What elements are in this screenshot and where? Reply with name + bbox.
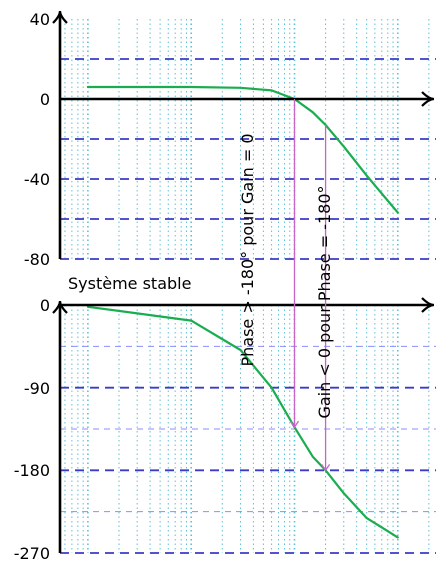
axis-layer	[52, 10, 435, 553]
tick-label-layer: 40 0 -40 -80 0 -90 -180 -270	[14, 10, 50, 561]
y-tick-label: -90	[24, 379, 50, 398]
y-tick-label: 40	[30, 10, 50, 29]
phase-margin-arrow-head	[289, 420, 300, 429]
gain-curve	[86, 85, 399, 214]
curve-layer	[86, 85, 399, 539]
y-tick-label: 0	[40, 90, 50, 109]
stability-title: Système stable	[68, 274, 191, 293]
y-tick-label: -180	[14, 461, 50, 480]
axis-arrowhead	[52, 10, 68, 24]
axis-arrowhead	[421, 91, 435, 107]
phase-curve	[86, 305, 399, 539]
axis-arrowhead	[52, 300, 68, 314]
axis-arrowhead	[421, 297, 435, 313]
y-tick-label: -80	[24, 250, 50, 269]
y-tick-label: 0	[40, 296, 50, 315]
y-tick-label: -40	[24, 170, 50, 189]
gain-margin-arrow-head	[321, 463, 331, 472]
gain-margin-text: Gain < 0 pour Phase = -180°	[315, 185, 334, 418]
phase-margin-text: Phase > -180° pour Gain = 0	[238, 133, 257, 366]
y-tick-label: -270	[14, 544, 50, 561]
annotation-layer: Système stable Phase > -180° pour Gain = …	[68, 99, 334, 472]
